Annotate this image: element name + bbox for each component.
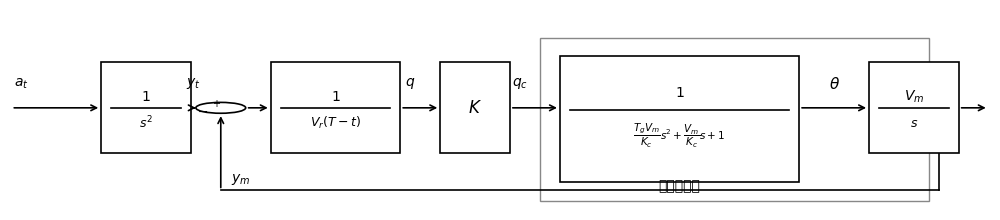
Text: $s$: $s$ xyxy=(910,117,918,130)
Text: 等效内回路: 等效内回路 xyxy=(659,179,700,193)
Text: $V_m$: $V_m$ xyxy=(904,89,924,105)
Text: $V_r(T-t)$: $V_r(T-t)$ xyxy=(310,115,361,131)
Text: $a_t$: $a_t$ xyxy=(14,77,29,91)
Text: $\theta$: $\theta$ xyxy=(829,76,840,92)
Circle shape xyxy=(196,102,246,113)
FancyBboxPatch shape xyxy=(560,56,799,182)
Text: $1$: $1$ xyxy=(141,90,151,104)
Text: $y_m$: $y_m$ xyxy=(231,172,250,187)
FancyBboxPatch shape xyxy=(101,62,191,153)
Text: $1$: $1$ xyxy=(675,86,684,100)
FancyBboxPatch shape xyxy=(440,62,510,153)
Text: $1$: $1$ xyxy=(331,90,340,104)
Text: $\dfrac{T_g V_m}{K_c}s^2+\dfrac{V_m}{K_c}s+1$: $\dfrac{T_g V_m}{K_c}s^2+\dfrac{V_m}{K_c… xyxy=(633,122,726,150)
FancyBboxPatch shape xyxy=(869,62,959,153)
Text: +: + xyxy=(212,99,220,109)
Text: $-$: $-$ xyxy=(197,105,208,118)
Text: $y_t$: $y_t$ xyxy=(186,76,201,92)
Text: $q_c$: $q_c$ xyxy=(512,76,528,92)
Text: $q$: $q$ xyxy=(405,76,415,92)
FancyBboxPatch shape xyxy=(271,62,400,153)
Text: $s^{2}$: $s^{2}$ xyxy=(139,115,153,131)
Text: $K$: $K$ xyxy=(468,99,482,117)
